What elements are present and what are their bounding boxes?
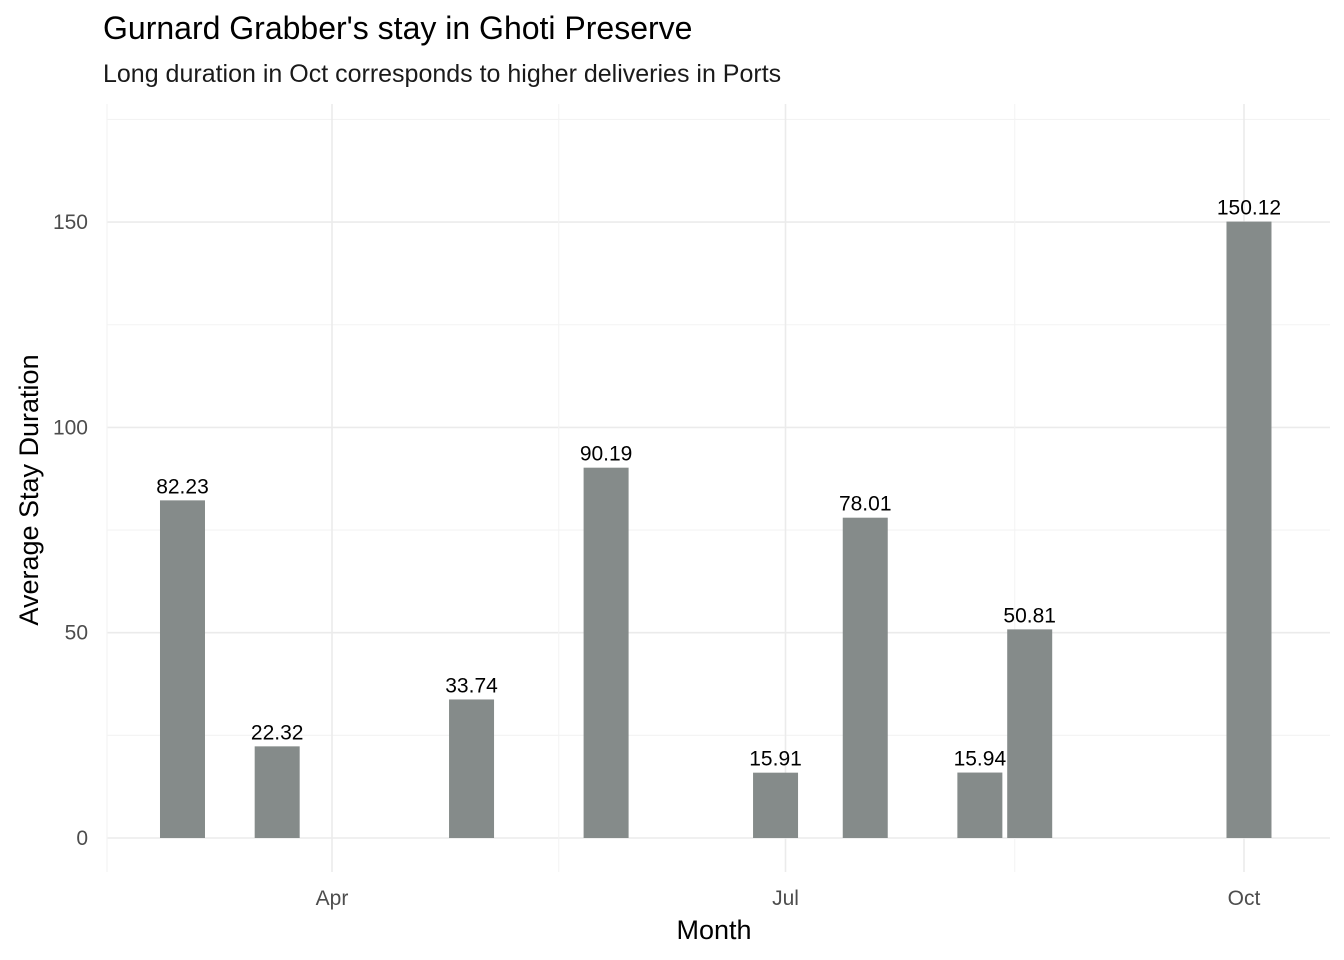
bar-value-label: 22.32 bbox=[251, 721, 304, 744]
bar bbox=[254, 746, 300, 838]
bar bbox=[449, 699, 495, 838]
bar bbox=[583, 467, 629, 838]
bar-value-label: 50.81 bbox=[1003, 604, 1056, 627]
y-tick-label: 50 bbox=[65, 622, 88, 645]
bar-value-label: 150.12 bbox=[1217, 197, 1281, 220]
x-axis-ticks: Apr Jul Oct bbox=[316, 887, 1261, 910]
x-axis-title: Month bbox=[676, 915, 751, 945]
bar bbox=[159, 500, 205, 838]
bar-value-label: 15.94 bbox=[954, 748, 1007, 771]
y-tick-label: 150 bbox=[53, 211, 88, 234]
bar-value-label: 82.23 bbox=[156, 475, 209, 498]
chart-subtitle: Long duration in Oct corresponds to high… bbox=[103, 60, 782, 88]
bar bbox=[957, 772, 1003, 838]
x-tick-label: Oct bbox=[1228, 887, 1261, 910]
bar-value-label: 33.74 bbox=[445, 674, 498, 697]
bar-value-label: 90.19 bbox=[580, 443, 633, 466]
bar bbox=[753, 772, 799, 838]
y-tick-label: 100 bbox=[53, 416, 88, 439]
bar bbox=[842, 517, 888, 838]
bar-value-label: 15.91 bbox=[749, 748, 802, 771]
y-tick-label: 0 bbox=[76, 827, 88, 850]
y-axis-title: Average Stay Duration bbox=[14, 354, 44, 625]
y-axis-ticks: 0 50 100 150 bbox=[53, 211, 88, 850]
bar bbox=[1226, 221, 1272, 838]
chart-title: Gurnard Grabber's stay in Ghoti Preserve bbox=[103, 10, 693, 46]
x-tick-label: Apr bbox=[316, 887, 349, 910]
bar bbox=[1007, 629, 1053, 838]
bar-series bbox=[159, 221, 1272, 838]
bar-value-label: 78.01 bbox=[839, 493, 892, 516]
x-tick-label: Jul bbox=[772, 887, 799, 910]
data-labels: 82.23 22.32 33.74 90.19 15.91 78.01 15.94 50.81… bbox=[156, 197, 1281, 771]
